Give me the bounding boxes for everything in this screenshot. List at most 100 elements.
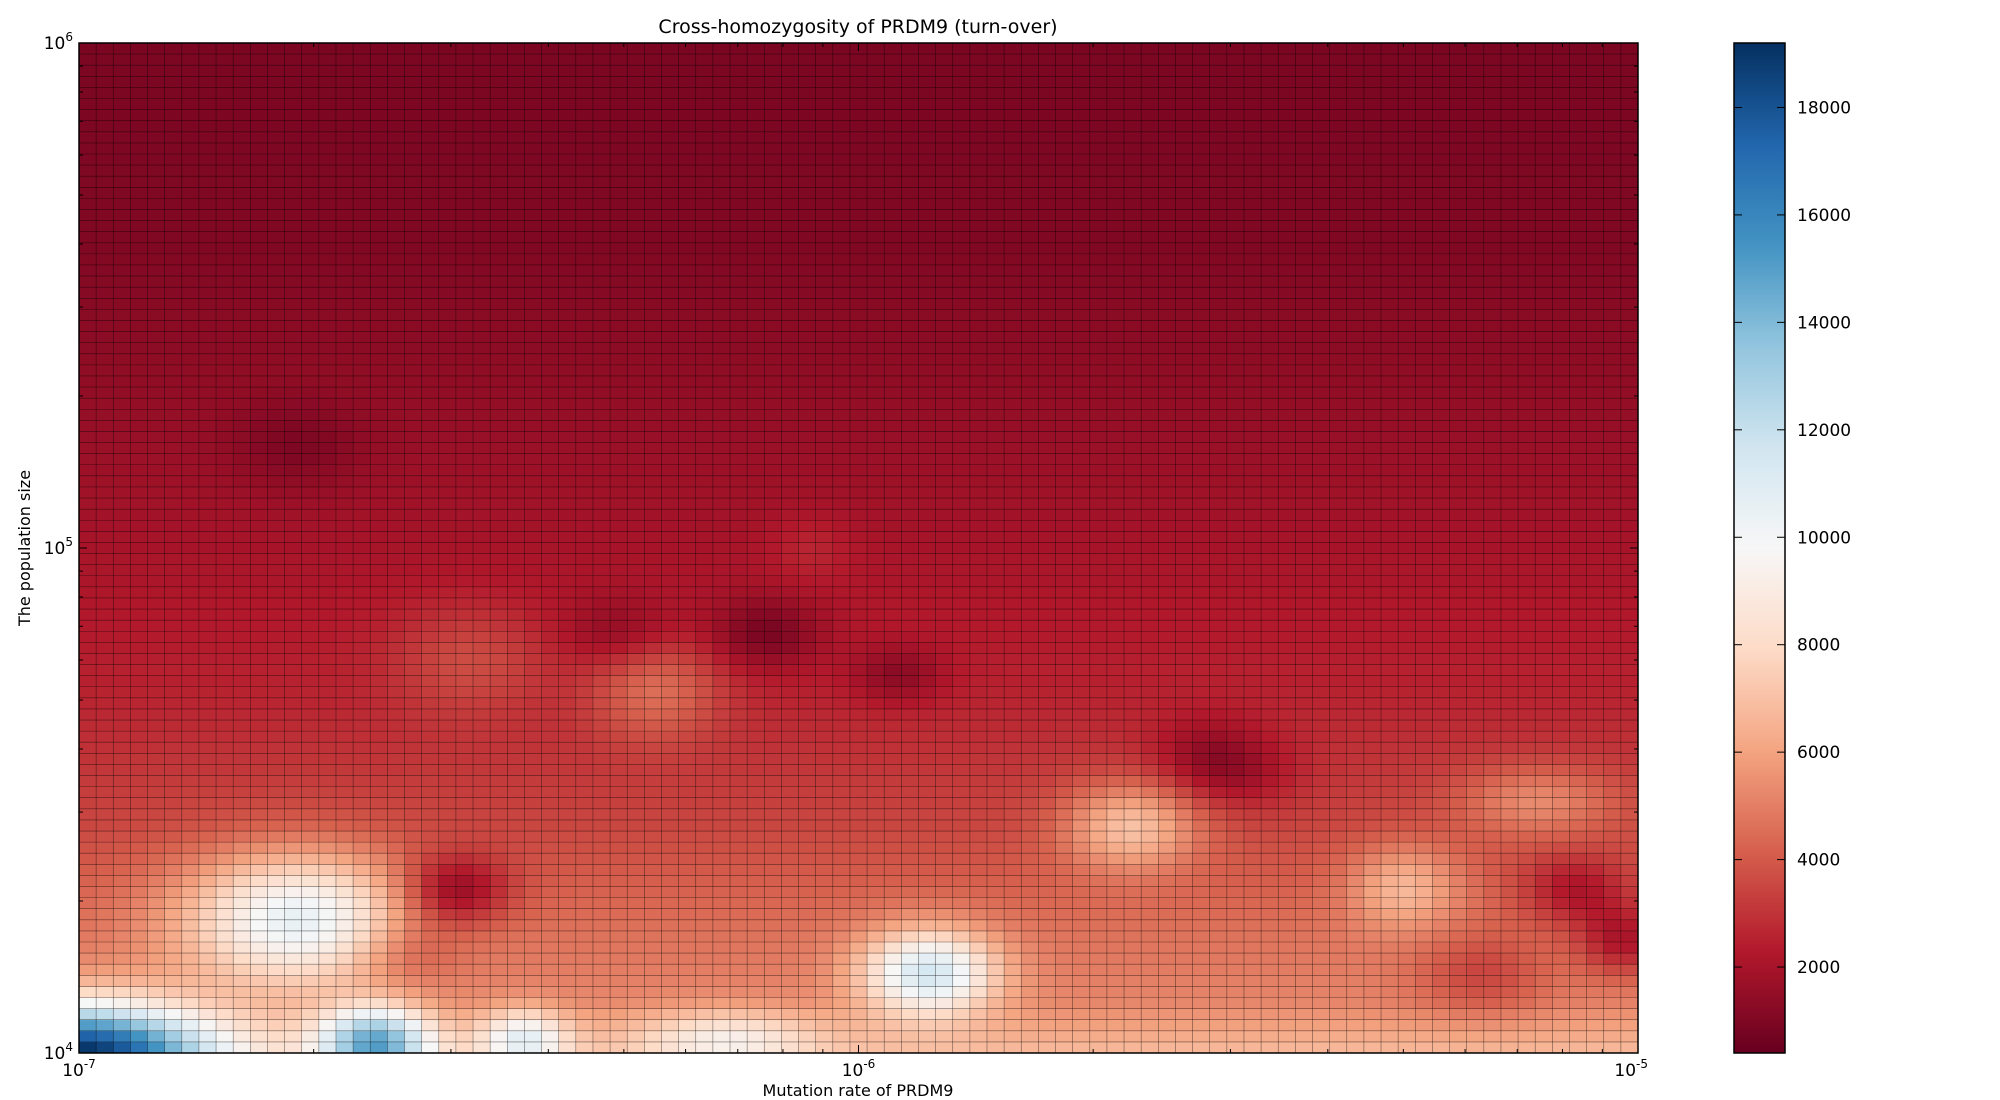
heatmap-cell: [1552, 531, 1570, 543]
heatmap-cell: [884, 897, 902, 910]
heatmap-cell: [267, 697, 285, 710]
heatmap-cell: [1603, 731, 1622, 743]
heatmap-cell: [130, 553, 148, 566]
heatmap-cell: [96, 853, 114, 865]
heatmap-cell: [421, 564, 440, 577]
heatmap-cell: [1106, 564, 1125, 577]
heatmap-cell: [1141, 609, 1159, 621]
heatmap-cell: [1295, 631, 1313, 643]
heatmap-cell: [1346, 797, 1365, 810]
heatmap-cell: [164, 886, 183, 899]
heatmap-cell: [1055, 1041, 1074, 1054]
heatmap-cell: [952, 964, 971, 976]
heatmap-cell: [1363, 886, 1382, 899]
heatmap-cell: [798, 464, 817, 477]
heatmap-cell: [1346, 842, 1365, 854]
heatmap-cell: [1295, 686, 1313, 699]
heatmap-cell: [867, 708, 885, 721]
heatmap-cell: [1620, 498, 1639, 510]
heatmap-cell: [1415, 975, 1433, 987]
heatmap-cell: [781, 575, 799, 588]
heatmap-cell: [490, 575, 508, 588]
heatmap-cell: [1072, 753, 1091, 765]
heatmap-cell: [798, 697, 817, 710]
heatmap-cell: [661, 953, 680, 965]
heatmap-cell: [1500, 875, 1519, 887]
heatmap-cell: [1158, 853, 1176, 865]
heatmap-cell: [1192, 997, 1211, 1010]
heatmap-cell: [473, 808, 491, 821]
heatmap-cell: [96, 1019, 114, 1032]
heatmap-cell: [558, 620, 577, 632]
heatmap-cell: [96, 908, 114, 921]
heatmap-cell: [815, 853, 834, 865]
heatmap-cell: [387, 942, 405, 954]
heatmap-cell: [1569, 919, 1587, 932]
heatmap-cell: [986, 919, 1005, 932]
heatmap-cell: [1603, 908, 1622, 921]
heatmap-cell: [438, 509, 457, 521]
heatmap-cell: [867, 953, 885, 965]
heatmap-cell: [541, 642, 560, 654]
heatmap-cell: [935, 664, 954, 677]
heatmap-cell: [798, 819, 817, 832]
heatmap-cell: [130, 1041, 148, 1054]
heatmap-cell: [575, 786, 594, 799]
heatmap-cell: [541, 886, 560, 899]
heatmap-cell: [798, 442, 817, 455]
heatmap-cell: [1346, 831, 1365, 843]
heatmap-cell: [1346, 1030, 1365, 1043]
heatmap-cell: [884, 609, 902, 621]
heatmap-cell: [147, 675, 166, 688]
heatmap-cell: [849, 775, 868, 788]
heatmap-cell: [1158, 664, 1176, 677]
heatmap-cell: [815, 520, 834, 532]
heatmap-cell: [507, 831, 525, 843]
heatmap-cell: [1261, 853, 1279, 865]
heatmap-cell: [1192, 586, 1211, 599]
heatmap-cell: [952, 864, 971, 876]
heatmap-cell: [695, 742, 714, 754]
heatmap-cell: [1620, 1019, 1639, 1032]
heatmap-cell: [884, 908, 902, 921]
heatmap-cell: [507, 908, 525, 921]
heatmap-cell: [164, 908, 183, 921]
heatmap-cell: [147, 653, 166, 665]
heatmap-cell: [610, 919, 628, 932]
heatmap-cell: [490, 908, 508, 921]
heatmap-cell: [1363, 819, 1382, 832]
heatmap-cell: [1038, 620, 1056, 632]
heatmap-cell: [575, 520, 594, 532]
heatmap-cell: [1124, 686, 1142, 699]
heatmap-cell: [1089, 520, 1108, 532]
heatmap-cell: [507, 620, 525, 632]
heatmap-cell: [1175, 442, 1193, 455]
heatmap-cell: [1518, 620, 1536, 632]
heatmap-cell: [575, 1030, 594, 1043]
heatmap-cell: [455, 831, 474, 843]
heatmap-cell: [815, 475, 834, 488]
heatmap-cell: [421, 731, 440, 743]
heatmap-cell: [335, 831, 354, 843]
heatmap-cell: [1483, 586, 1502, 599]
heatmap-cell: [1106, 964, 1125, 976]
heatmap-cell: [1192, 442, 1211, 455]
heatmap-cell: [1278, 831, 1296, 843]
heatmap-cell: [644, 886, 662, 899]
heatmap-cell: [1141, 764, 1159, 776]
heatmap-cell: [113, 819, 131, 832]
heatmap-cell: [1243, 686, 1262, 699]
heatmap-cell: [198, 597, 217, 610]
heatmap-cell: [1192, 897, 1211, 910]
heatmap-cell: [541, 531, 560, 543]
heatmap-cell: [1124, 731, 1142, 743]
heatmap-cell: [79, 620, 97, 632]
heatmap-cell: [267, 897, 285, 910]
heatmap-cell: [901, 764, 919, 776]
heatmap-cell: [815, 642, 834, 654]
heatmap-cell: [335, 919, 354, 932]
heatmap-cell: [1021, 808, 1039, 821]
heatmap-cell: [181, 975, 200, 987]
heatmap-cell: [1226, 731, 1245, 743]
heatmap-cell: [250, 997, 268, 1010]
